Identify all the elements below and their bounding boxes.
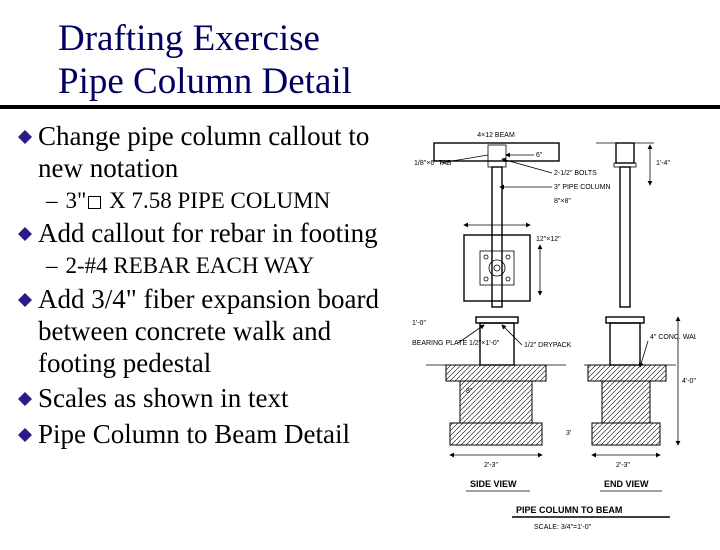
dlabel: 8"×8" bbox=[554, 198, 571, 205]
bullet-text: 2-#4 REBAR EACH WAY bbox=[66, 252, 315, 280]
dlabel: 4'-0" bbox=[682, 378, 696, 385]
diamond-icon bbox=[18, 428, 32, 442]
dlabel: 4" CONC. WALK bbox=[650, 334, 696, 341]
list-item: Scales as shown in text bbox=[18, 383, 400, 415]
list-item: Pipe Column to Beam Detail bbox=[18, 419, 400, 451]
bullet-text: Add 3/4" fiber expansion board between c… bbox=[38, 284, 400, 380]
title-line-1: Drafting Exercise bbox=[58, 18, 700, 61]
bullet-text: 3" X 7.58 PIPE COLUMN bbox=[66, 187, 331, 215]
bullet-text: Add callout for rebar in footing bbox=[38, 218, 378, 250]
view-label: END VIEW bbox=[604, 479, 649, 489]
dlabel: 6" bbox=[536, 152, 543, 159]
sub-text-a: 3" bbox=[66, 188, 87, 213]
dlabel: BEARING PLATE 1/2"×1'-0" bbox=[412, 340, 500, 347]
bullet-text: Change pipe column callout to new notati… bbox=[38, 121, 400, 185]
technical-diagram: 4×12 BEAM 1'-4" 1/8"×6" TAB 6" 2-1/2" BO… bbox=[400, 117, 720, 550]
diamond-icon bbox=[18, 130, 32, 144]
dlabel: 2-1/2" BOLTS bbox=[554, 170, 597, 177]
list-item: Add 3/4" fiber expansion board between c… bbox=[18, 284, 400, 380]
bullet-text: Pipe Column to Beam Detail bbox=[38, 419, 350, 451]
list-item: – 3" X 7.58 PIPE COLUMN bbox=[18, 187, 400, 215]
view-label: SIDE VIEW bbox=[470, 479, 517, 489]
dlabel: 3' bbox=[566, 430, 571, 437]
title-line-2: Pipe Column Detail bbox=[58, 61, 700, 104]
diagram-title: PIPE COLUMN TO BEAM bbox=[516, 505, 622, 515]
diagram-svg: 4×12 BEAM 1'-4" 1/8"×6" TAB 6" 2-1/2" BO… bbox=[406, 125, 696, 545]
list-item: Change pipe column callout to new notati… bbox=[18, 121, 400, 185]
title-block: Drafting Exercise Pipe Column Detail bbox=[0, 18, 720, 103]
dlabel: 1'-0" bbox=[412, 320, 426, 327]
dlabel: 12"×12" bbox=[536, 236, 561, 243]
dlabel: 1'-4" bbox=[656, 160, 670, 167]
dlabel: 2'-3" bbox=[484, 462, 498, 469]
diamond-icon bbox=[18, 227, 32, 241]
dlabel: 1/2" DRYPACK bbox=[524, 342, 572, 349]
dlabel: 2'-3" bbox=[616, 462, 630, 469]
bullet-list: Change pipe column callout to new notati… bbox=[0, 117, 400, 550]
dash-icon: – bbox=[46, 187, 58, 215]
dlabel: 1/8"×6" TAB bbox=[414, 160, 452, 167]
diamond-icon bbox=[18, 293, 32, 307]
list-item: Add callout for rebar in footing bbox=[18, 218, 400, 250]
square-icon bbox=[88, 196, 101, 209]
diagram-scale: SCALE: 3/4"=1'-0" bbox=[534, 524, 592, 531]
dlabel: 4×12 BEAM bbox=[477, 132, 515, 139]
dash-icon: – bbox=[46, 252, 58, 280]
dlabel: 8" bbox=[466, 388, 473, 395]
dlabel: 3" PIPE COLUMN bbox=[554, 184, 611, 191]
bullet-text: Scales as shown in text bbox=[38, 383, 288, 415]
sub-text-b: X 7.58 PIPE COLUMN bbox=[103, 188, 330, 213]
diamond-icon bbox=[18, 392, 32, 406]
list-item: – 2-#4 REBAR EACH WAY bbox=[18, 252, 400, 280]
